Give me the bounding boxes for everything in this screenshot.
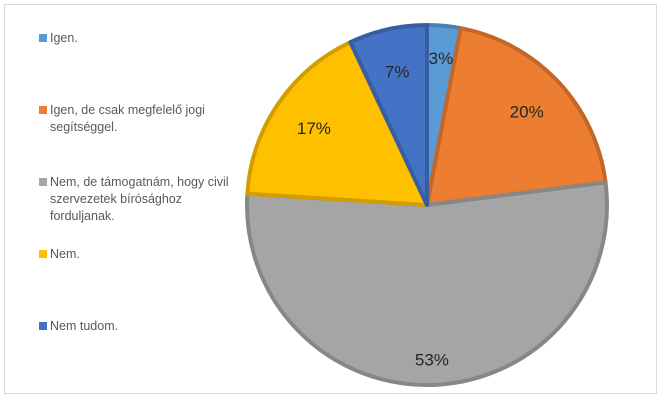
data-label-nem-tudom: 7% <box>385 63 410 82</box>
data-label-nem-tamogatnam: 53% <box>415 351 449 370</box>
legend-item-igen-jogi: Igen, de csak megfelelő jogi segítséggel… <box>39 102 255 136</box>
pie-slice-nem-tamogatnam <box>245 180 610 387</box>
legend-label-igen-jogi: Igen, de csak megfelelő jogi segítséggel… <box>50 103 205 134</box>
data-label-igen: 3% <box>429 49 454 68</box>
legend-swatch-igen-jogi <box>39 106 47 114</box>
legend-swatch-nem <box>39 250 47 258</box>
pie-slice-igen-jogi <box>425 26 608 207</box>
legend-label-nem-tudom: Nem tudom. <box>50 319 119 333</box>
legend-item-igen: Igen. <box>39 30 260 47</box>
pie-slice-nem-tudom <box>348 23 429 207</box>
legend-item-nem-tamogatnam: Nem, de támogatnám, hogy civil szervezet… <box>39 174 235 225</box>
legend-swatch-nem-tamogatnam <box>39 178 47 186</box>
legend-label-igen: Igen. <box>50 31 78 45</box>
data-label-nem: 17% <box>297 119 331 138</box>
legend-swatch-nem-tudom <box>39 322 47 330</box>
pie-chart: 3% 20% 53% 17% 7% <box>245 23 610 387</box>
data-label-igen-jogi: 20% <box>510 102 544 121</box>
legend-label-nem: Nem. <box>50 247 80 261</box>
legend-swatch-igen <box>39 34 47 42</box>
legend-item-nem-tudom: Nem tudom. <box>39 318 260 335</box>
legend-item-nem: Nem. <box>39 246 260 263</box>
chart-area: Igen. Igen, de csak megfelelő jogi segít… <box>4 4 657 394</box>
legend-label-nem-tamogatnam: Nem, de támogatnám, hogy civil szervezet… <box>50 175 229 223</box>
pie-slice-nem <box>245 40 429 207</box>
